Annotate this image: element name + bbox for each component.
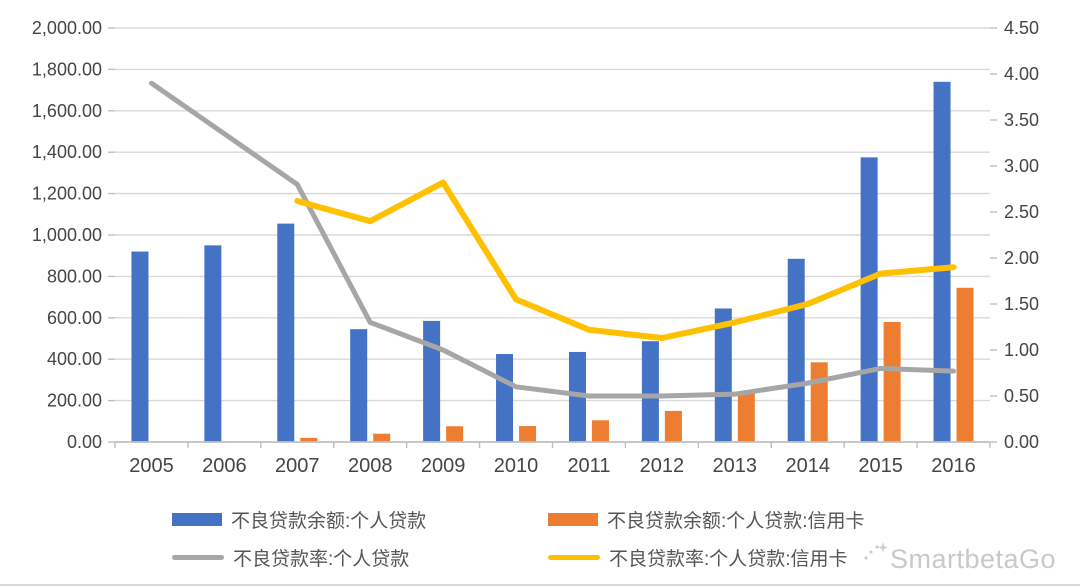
- x-axis-label: 2016: [931, 455, 976, 477]
- legend-swatch-blue-bar: [172, 513, 222, 526]
- bar-2014: [787, 258, 805, 442]
- legend-swatch-gray-line: [172, 555, 224, 560]
- right-axis-label: 1.00: [1004, 340, 1039, 360]
- bar-2006: [204, 245, 222, 442]
- bar-2010: [496, 354, 514, 442]
- x-axis-label: 2010: [494, 455, 539, 477]
- line-series: [148, 80, 957, 399]
- x-axis-label: 2014: [785, 455, 830, 477]
- x-axis-label: 2012: [640, 455, 685, 477]
- bar-2011: [591, 420, 609, 442]
- watermark-text: SmartbetaGo: [890, 544, 1057, 574]
- line-series: [294, 179, 957, 342]
- left-axis-label: 1,400.00: [32, 142, 102, 162]
- left-axis-label: 400.00: [47, 349, 102, 369]
- bar-2013: [737, 392, 755, 442]
- x-axis-label: 2005: [129, 455, 174, 477]
- bar-2012: [641, 341, 659, 442]
- legend-item-npl-rate-personal: 不良贷款率:个人贷款: [172, 544, 409, 571]
- legend-item-npl-balance-personal: 不良贷款余额:个人贷款: [172, 506, 426, 533]
- left-axis-label: 1,000.00: [32, 225, 102, 245]
- bar-2007: [277, 223, 295, 442]
- watermark: SmartbetaGo: [862, 541, 1057, 575]
- right-axis-label: 2.50: [1004, 202, 1039, 222]
- left-axis-label: 600.00: [47, 308, 102, 328]
- bar-2008: [350, 329, 368, 442]
- x-axis-label: 2011: [567, 455, 610, 477]
- bar-2013: [714, 308, 732, 442]
- bar-2015: [860, 157, 878, 442]
- bar-2007: [300, 437, 318, 442]
- x-axis-label: 2009: [421, 455, 466, 477]
- bar-2016: [933, 81, 951, 442]
- legend-label: 不良贷款率:个人贷款:信用卡: [609, 549, 848, 570]
- right-axis-label: 4.00: [1004, 64, 1039, 84]
- bar-2009: [446, 426, 464, 442]
- right-axis-label: 0.50: [1004, 386, 1039, 406]
- right-axis-label: 3.50: [1004, 110, 1039, 130]
- bottom-divider: [0, 584, 1080, 586]
- left-axis-label: 0.00: [67, 432, 102, 452]
- right-axis-label: 0.00: [1004, 432, 1039, 452]
- sparkle-icon: [864, 541, 888, 560]
- x-axis-label: 2008: [348, 455, 393, 477]
- legend-label: 不良贷款率:个人贷款: [233, 549, 410, 570]
- right-axis-label: 1.50: [1004, 294, 1039, 314]
- bar-2008: [373, 433, 391, 442]
- bar-2009: [423, 320, 441, 442]
- bar-2014: [810, 362, 828, 442]
- legend-item-npl-balance-creditcard: 不良贷款余额:个人贷款:信用卡: [548, 506, 865, 533]
- left-axis-label: 200.00: [47, 391, 102, 411]
- legend-label: 不良贷款余额:个人贷款: [231, 511, 427, 532]
- legend-swatch-orange-bar: [548, 513, 598, 526]
- bar-2010: [519, 426, 537, 442]
- right-axis-label: 4.50: [1004, 18, 1039, 38]
- bar-2016: [956, 287, 974, 442]
- x-axis-label: 2006: [202, 455, 247, 477]
- legend-item-npl-rate-creditcard: 不良贷款率:个人贷款:信用卡: [548, 544, 848, 571]
- x-axis-label: 2007: [275, 455, 320, 477]
- legend-swatch-yellow-line: [548, 555, 600, 560]
- left-axis-label: 2,000.00: [32, 18, 102, 38]
- bar-2005: [131, 251, 149, 442]
- right-axis-label: 2.00: [1004, 248, 1039, 268]
- chart-canvas: 0.00 200.00 400.00 600.00 800.00 1,000.00 1,20…: [32, 18, 1039, 477]
- bar-2015: [883, 321, 901, 442]
- left-axis-label: 800.00: [47, 266, 102, 286]
- left-axis-label: 1,200.00: [32, 184, 102, 204]
- x-axis-label: 2015: [858, 455, 903, 477]
- legend-label: 不良贷款余额:个人贷款:信用卡: [607, 511, 865, 532]
- right-axis-label: 3.00: [1004, 156, 1039, 176]
- bar-2012: [664, 410, 682, 442]
- left-axis-label: 1,800.00: [32, 59, 102, 79]
- left-axis-label: 1,600.00: [32, 101, 102, 121]
- x-axis-label: 2013: [713, 455, 758, 477]
